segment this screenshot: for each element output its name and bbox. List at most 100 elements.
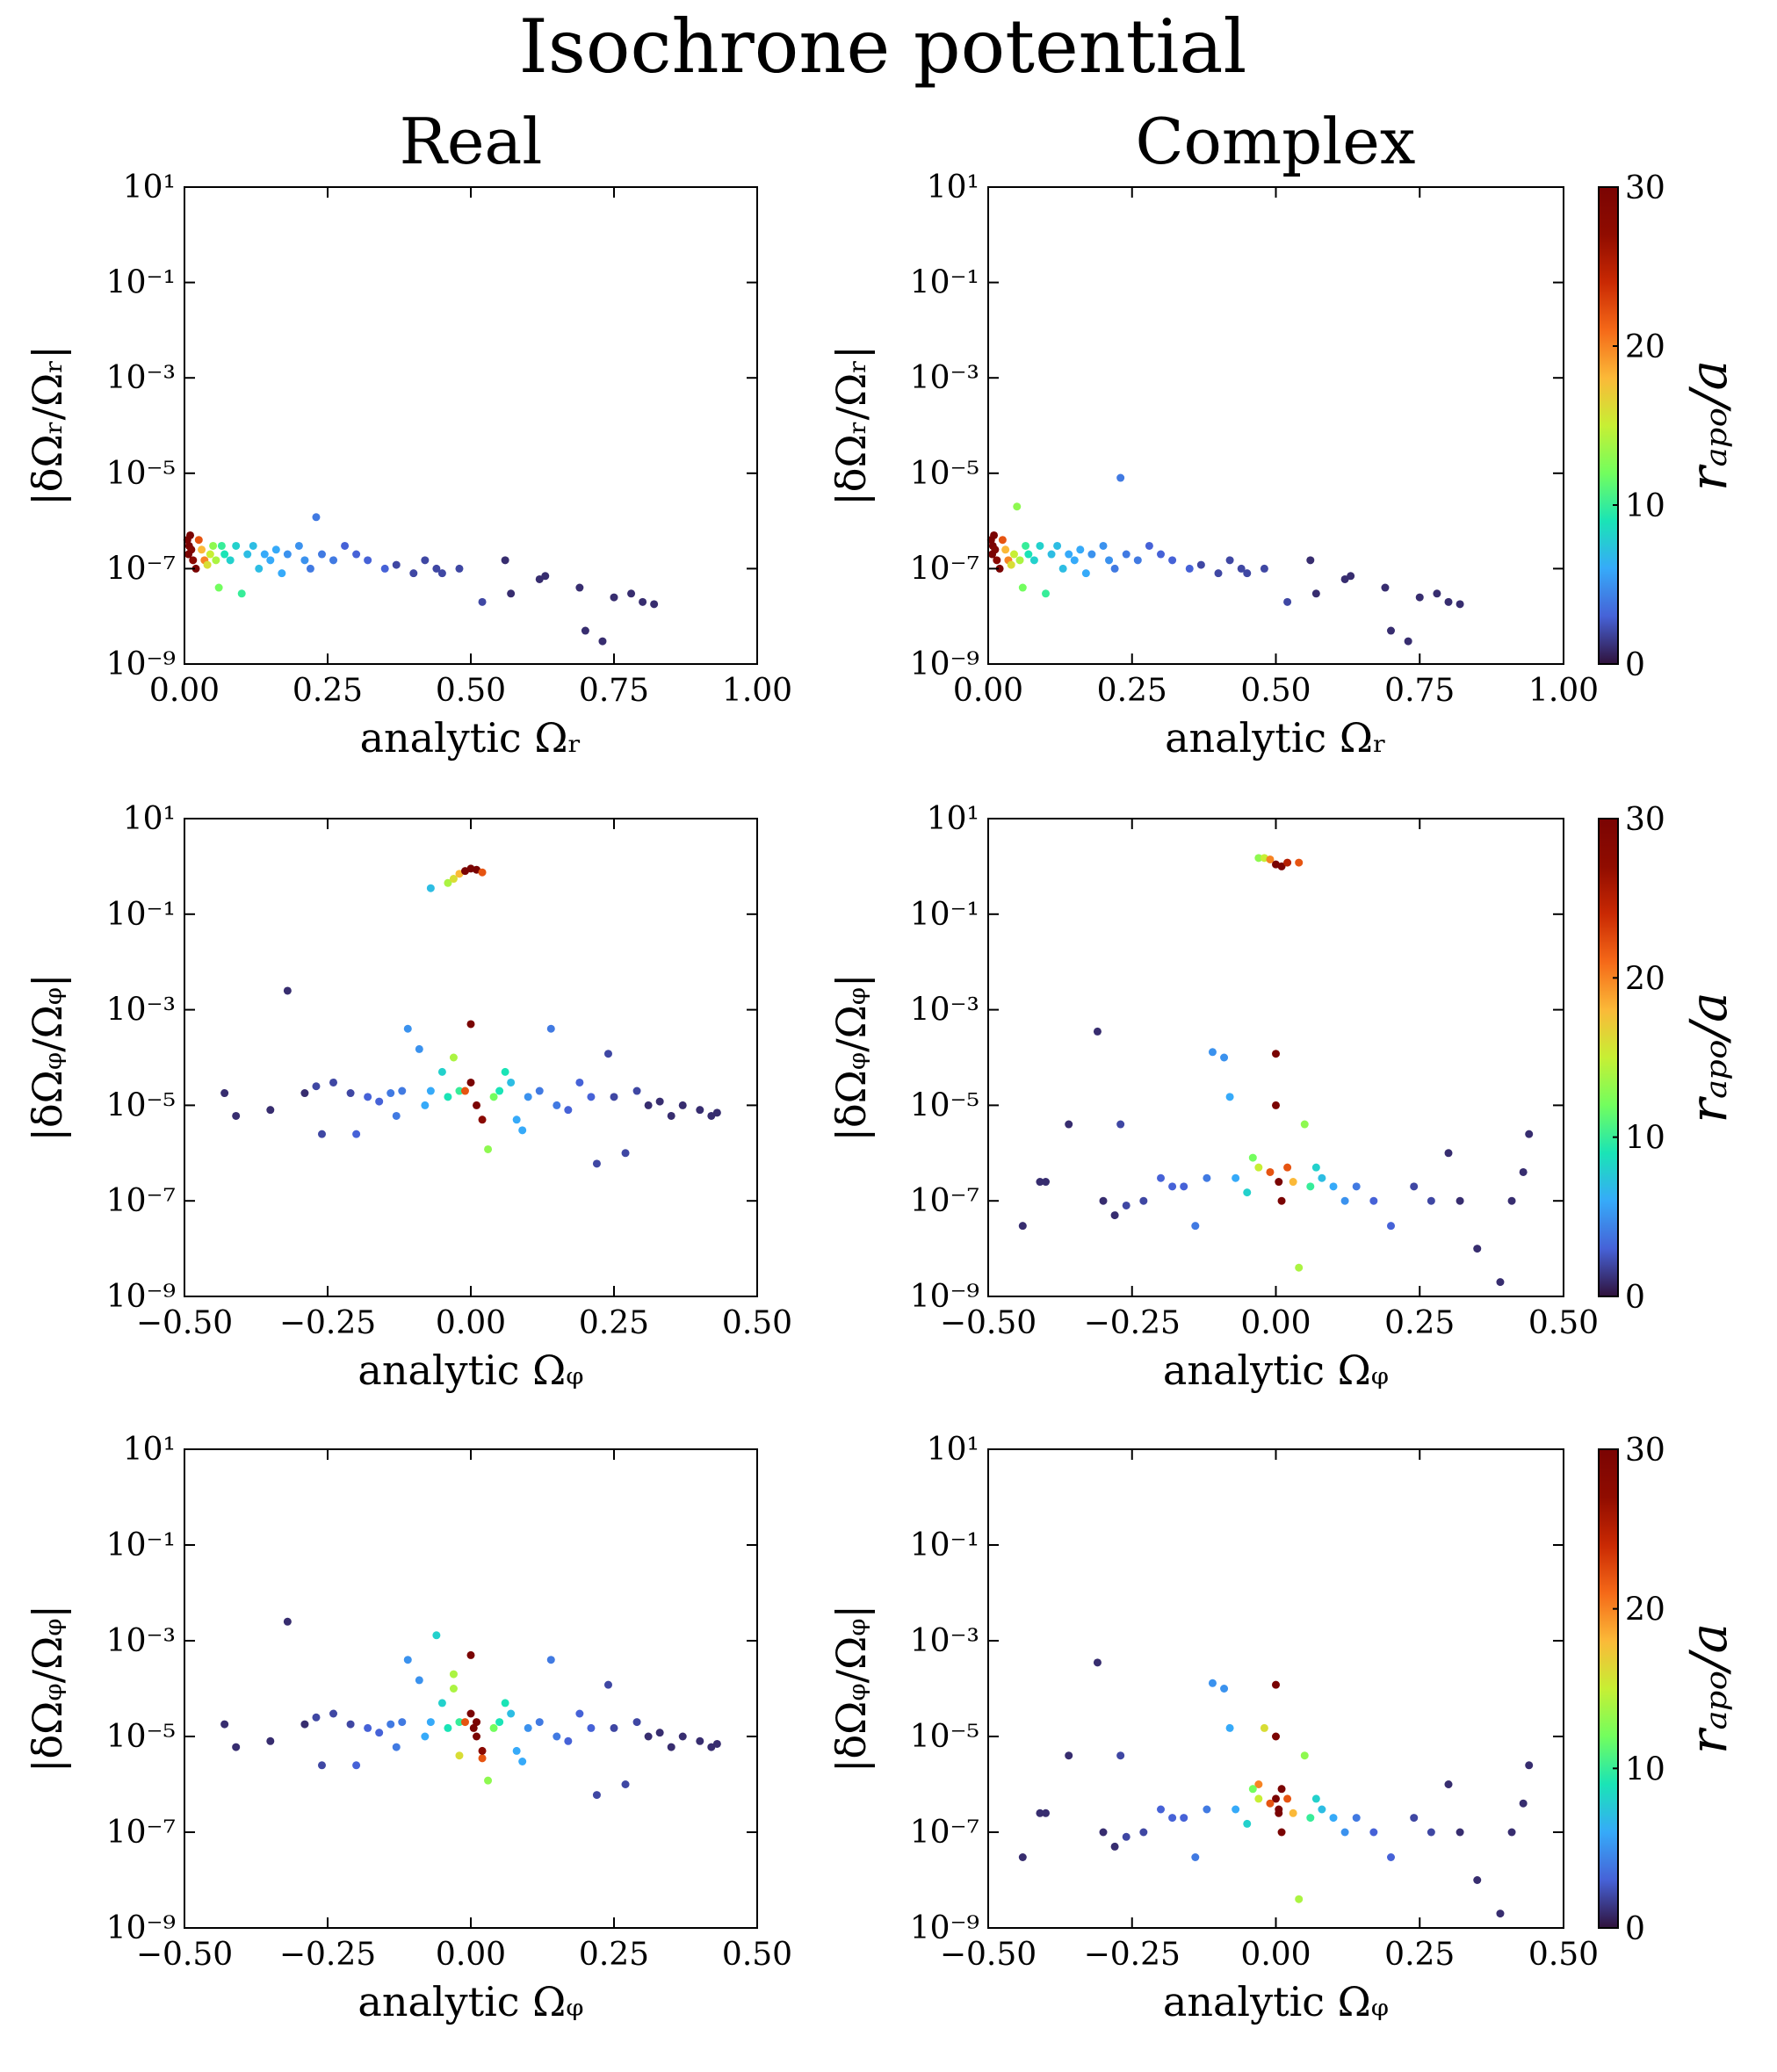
point bbox=[392, 1111, 401, 1120]
point bbox=[507, 1709, 516, 1718]
y-tick-label: 10⁻⁵ bbox=[106, 456, 176, 492]
y-tick-label: 10⁻¹ bbox=[910, 1527, 979, 1563]
point bbox=[587, 1723, 596, 1732]
point bbox=[1266, 1167, 1275, 1176]
x-tick-label: 0.25 bbox=[579, 1937, 649, 1973]
point bbox=[1168, 1182, 1177, 1191]
point bbox=[1456, 600, 1464, 609]
y-tick-label: 10⁻³ bbox=[910, 993, 979, 1029]
point bbox=[1093, 1027, 1102, 1036]
point bbox=[1042, 1178, 1050, 1187]
point bbox=[426, 884, 435, 892]
point bbox=[409, 569, 418, 578]
point bbox=[1248, 1153, 1257, 1162]
point bbox=[1220, 1685, 1229, 1693]
colorbar-tick-label: 30 bbox=[1625, 1433, 1665, 1469]
y-tick-label: 10⁻⁷ bbox=[106, 1183, 176, 1219]
x-tick-label: 0.25 bbox=[1097, 673, 1167, 709]
point bbox=[1232, 1805, 1240, 1814]
colorbar-tick-label: 10 bbox=[1625, 1121, 1665, 1157]
point bbox=[1311, 589, 1320, 598]
point bbox=[1289, 1178, 1297, 1187]
point bbox=[1191, 1222, 1200, 1231]
point bbox=[1208, 1679, 1217, 1687]
point bbox=[541, 572, 550, 581]
y-axis-label: |δΩᵩ/Ωᵩ| bbox=[827, 973, 875, 1141]
point bbox=[1099, 541, 1108, 550]
y-axis-label: |δΩᵩ/Ωᵩ| bbox=[24, 973, 71, 1141]
point bbox=[1444, 1149, 1453, 1158]
point bbox=[1277, 1785, 1286, 1794]
point bbox=[455, 564, 464, 573]
point bbox=[1275, 1178, 1283, 1187]
point bbox=[212, 556, 220, 565]
colorbar-tick-label: 0 bbox=[1625, 1280, 1645, 1316]
point bbox=[449, 1685, 458, 1693]
point bbox=[1473, 1245, 1482, 1253]
point bbox=[1369, 1828, 1378, 1837]
point bbox=[1300, 1751, 1309, 1760]
y-tick-label: 10⁻⁹ bbox=[910, 646, 979, 682]
point bbox=[518, 1757, 527, 1765]
x-tick-label: 0.50 bbox=[1528, 1305, 1599, 1341]
point bbox=[1272, 1732, 1280, 1741]
point bbox=[1519, 1799, 1528, 1808]
x-tick-label: 0.00 bbox=[436, 1305, 506, 1341]
point bbox=[610, 1093, 618, 1101]
point bbox=[437, 569, 446, 578]
x-tick-label: −0.50 bbox=[940, 1305, 1037, 1341]
point bbox=[317, 550, 326, 559]
point bbox=[1525, 1761, 1534, 1770]
point bbox=[1122, 1201, 1130, 1209]
point bbox=[437, 1067, 446, 1076]
colorbar bbox=[1598, 186, 1619, 665]
point bbox=[1133, 556, 1142, 565]
point bbox=[512, 1746, 521, 1755]
point bbox=[232, 1111, 241, 1120]
point bbox=[392, 1743, 401, 1751]
point bbox=[426, 1718, 435, 1727]
point bbox=[1444, 1780, 1453, 1788]
point bbox=[518, 1126, 527, 1135]
point bbox=[1018, 1852, 1027, 1861]
point bbox=[1099, 1196, 1108, 1205]
colorbar-tick-label: 0 bbox=[1625, 647, 1645, 683]
point bbox=[317, 1761, 326, 1770]
point bbox=[1110, 1211, 1119, 1220]
point bbox=[1410, 1182, 1419, 1191]
point bbox=[1266, 855, 1275, 863]
point bbox=[1347, 572, 1355, 581]
point bbox=[1272, 1680, 1280, 1689]
point bbox=[460, 1087, 469, 1095]
point bbox=[1058, 564, 1067, 573]
point bbox=[696, 1106, 704, 1115]
point bbox=[1415, 593, 1424, 602]
column-title: Real bbox=[400, 105, 543, 178]
y-tick-label: 10⁻⁹ bbox=[106, 646, 176, 682]
y-tick-label: 10⁻⁷ bbox=[106, 1815, 176, 1851]
y-tick-label: 10⁻¹ bbox=[910, 265, 979, 301]
point bbox=[312, 513, 321, 522]
colorbar bbox=[1598, 818, 1619, 1297]
point bbox=[1329, 1814, 1338, 1823]
point bbox=[1139, 1196, 1148, 1205]
point bbox=[341, 541, 350, 550]
x-tick-label: 0.25 bbox=[1384, 1305, 1455, 1341]
y-tick-label: 10¹ bbox=[927, 170, 979, 206]
point bbox=[1272, 1050, 1280, 1058]
x-tick-label: 0.00 bbox=[436, 1937, 506, 1973]
point bbox=[1007, 560, 1015, 569]
figure-title: Isochrone potential bbox=[519, 4, 1247, 90]
point bbox=[1243, 1188, 1252, 1197]
point bbox=[329, 1709, 338, 1718]
point bbox=[1295, 1263, 1304, 1272]
colorbar-tick-label: 10 bbox=[1625, 488, 1665, 524]
point bbox=[639, 597, 647, 606]
point bbox=[1122, 550, 1130, 559]
point bbox=[592, 1159, 601, 1168]
point bbox=[466, 1020, 475, 1029]
point bbox=[266, 1736, 275, 1745]
point bbox=[1070, 556, 1079, 565]
y-tick-label: 10⁻³ bbox=[106, 360, 176, 396]
